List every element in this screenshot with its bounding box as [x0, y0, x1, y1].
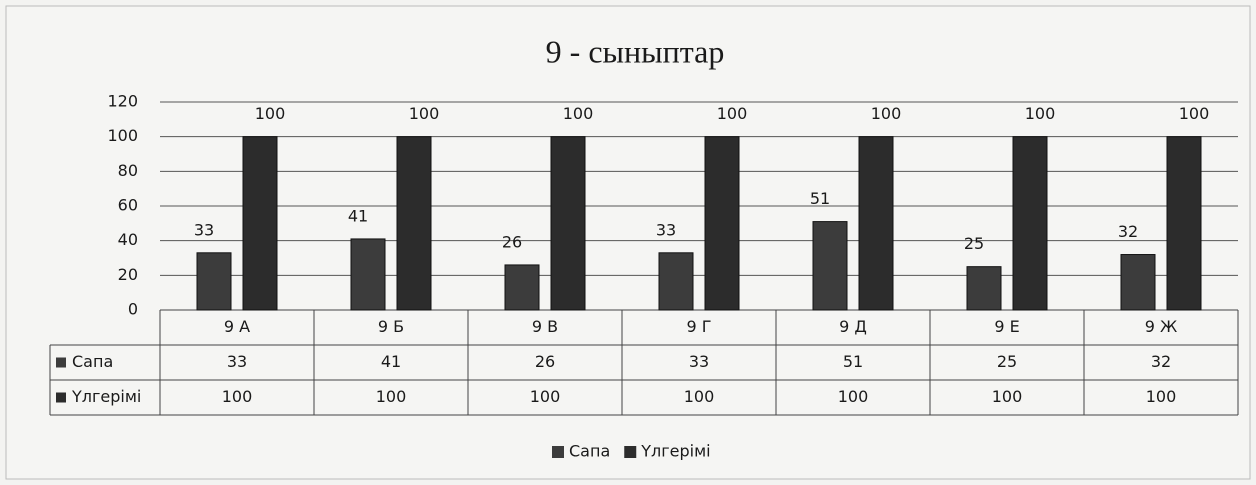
- bar: [1166, 136, 1202, 311]
- bar: [1012, 136, 1048, 311]
- data-label: 100: [409, 104, 440, 123]
- legend-key: [552, 446, 564, 458]
- bar: [858, 136, 894, 311]
- data-label: 100: [717, 104, 748, 123]
- data-label: 32: [1118, 222, 1138, 241]
- x-tick-label: 9 Ж: [1145, 317, 1178, 336]
- data-label: 33: [656, 220, 676, 239]
- data-label: 51: [810, 189, 830, 208]
- table-cell: 100: [992, 387, 1023, 406]
- legend-key: [56, 357, 66, 368]
- x-tick-label: 9 А: [224, 317, 250, 336]
- y-tick-label: 80: [118, 161, 138, 180]
- table-cell: 100: [838, 387, 869, 406]
- table-cell: 100: [376, 387, 407, 406]
- bar: [504, 264, 540, 311]
- table-cell: 100: [530, 387, 561, 406]
- data-label: 100: [1025, 104, 1056, 123]
- table-cell: 100: [1146, 387, 1177, 406]
- data-label: 100: [255, 104, 286, 123]
- legend-label: Үлгерімі: [640, 442, 710, 461]
- table-cell: 41: [381, 352, 401, 371]
- bar: [196, 252, 232, 311]
- bar: [704, 136, 740, 311]
- x-tick-label: 9 Д: [839, 317, 867, 336]
- table-cell: 32: [1151, 352, 1171, 371]
- bar: [396, 136, 432, 311]
- chart-title: 9 - сыныптар: [546, 33, 725, 69]
- y-tick-label: 20: [118, 265, 138, 284]
- bar: [658, 252, 694, 311]
- table-cell: 33: [689, 352, 709, 371]
- legend-label: Сапа: [569, 442, 610, 461]
- y-tick-label: 100: [107, 126, 138, 145]
- legend-key: [624, 446, 637, 458]
- bar: [1120, 254, 1156, 311]
- x-tick-label: 9 В: [532, 317, 558, 336]
- x-tick-label: 9 Е: [994, 317, 1019, 336]
- data-label: 33: [194, 220, 214, 239]
- bar: [242, 136, 278, 311]
- table-cell: 100: [684, 387, 715, 406]
- x-tick-label: 9 Б: [378, 317, 404, 336]
- chart-frame: [5, 5, 1251, 480]
- data-label: 100: [563, 104, 594, 123]
- table-row-label: Үлгерімі: [71, 387, 141, 406]
- data-label: 100: [1179, 104, 1210, 123]
- bar: [966, 266, 1002, 311]
- legend-key: [56, 392, 66, 403]
- y-tick-label: 0: [128, 300, 138, 319]
- table-row-label: Сапа: [72, 352, 113, 371]
- y-tick-label: 60: [118, 196, 138, 215]
- bar: [812, 221, 848, 311]
- table-cell: 25: [997, 352, 1017, 371]
- y-tick-label: 40: [118, 230, 138, 249]
- bar: [550, 136, 586, 311]
- y-tick-label: 120: [107, 92, 138, 111]
- table-cell: 33: [227, 352, 247, 371]
- data-label: 41: [348, 206, 368, 225]
- bar: [350, 238, 386, 311]
- table-cell: 26: [535, 352, 555, 371]
- data-label: 100: [871, 104, 902, 123]
- data-label: 26: [502, 232, 522, 251]
- x-tick-label: 9 Г: [686, 317, 711, 336]
- table-cell: 100: [222, 387, 253, 406]
- table-cell: 51: [843, 352, 863, 371]
- data-label: 25: [964, 234, 984, 253]
